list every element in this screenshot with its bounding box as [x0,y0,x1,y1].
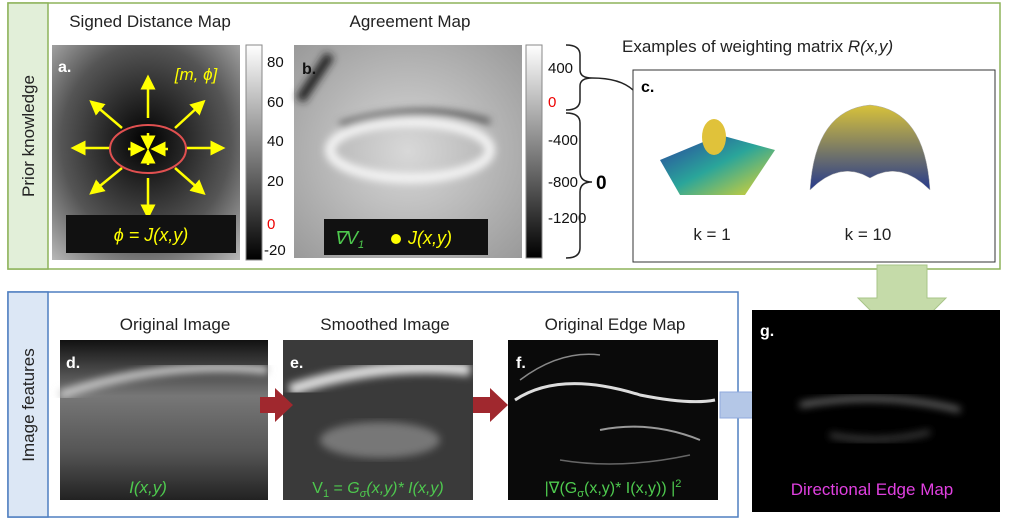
panel-title: Agreement Map [350,12,471,31]
dot [391,234,401,244]
panel-title: Signed Distance Map [69,12,231,31]
panel-label: g. [760,323,774,340]
colorbar-tick: 80 [267,54,284,71]
formula-part: (x,y)* I(x,y)) | [584,480,675,497]
colorbar-tick: 400 [548,60,573,77]
colorbar-tick: 40 [267,133,284,150]
figure: Prior knowledge Signed Distance Map a. [… [0,0,1010,519]
title-part: R(x,y) [848,37,893,56]
formula-part: 2 [675,478,681,490]
section-label: Prior knowledge [19,75,38,197]
colorbar [246,45,262,260]
colorbar-tick: -400 [548,132,578,149]
panel-label: b. [302,61,316,78]
caption: Directional Edge Map [791,480,954,499]
formula-part: V [312,480,323,497]
colorbar-tick: 0 [548,94,556,111]
colorbar-tick: -800 [548,174,578,191]
formula-part: |∇(G [545,480,578,497]
colorbar [526,45,542,258]
panel-label: a. [58,59,71,76]
surface-peak [702,119,726,155]
image [60,340,268,500]
colorbar-tick: 0 [267,216,275,233]
colorbar-tick: -20 [264,242,286,259]
panel-label: e. [290,355,303,372]
colorbar-tick: 60 [267,94,284,111]
panel-label: d. [66,355,80,372]
image-detail [320,422,440,458]
brace-label: 0 [596,173,607,194]
colorbar-tick: 20 [267,173,284,190]
annotation: [m, ϕ] [174,65,219,84]
formula-part: G [347,480,359,497]
panel-label: f. [516,355,526,372]
formula-part: 1 [358,239,364,251]
panel-title: Smoothed Image [320,315,449,334]
caption: k = 10 [845,225,892,244]
formula-part: ∇V [334,228,360,248]
formula: ϕ = J(x,y) [114,225,189,245]
panel-title: Examples of weighting matrix R(x,y) [622,37,893,56]
formula-part: (x,y)* I(x,y) [366,480,443,497]
formula: |∇(Gσ(x,y)* I(x,y)) |2 [545,478,682,500]
caption: k = 1 [693,225,730,244]
formula: I(x,y) [129,478,167,497]
title-part: Examples of weighting matrix [622,37,848,56]
panel-title: Original Edge Map [545,315,686,334]
formula-part: = [329,480,347,497]
formula: J(x,y) [407,228,452,248]
arrow [473,388,508,422]
image [508,340,718,500]
panel-title: Original Image [120,315,231,334]
panel-label: c. [641,79,654,96]
section-label: Image features [19,348,38,461]
